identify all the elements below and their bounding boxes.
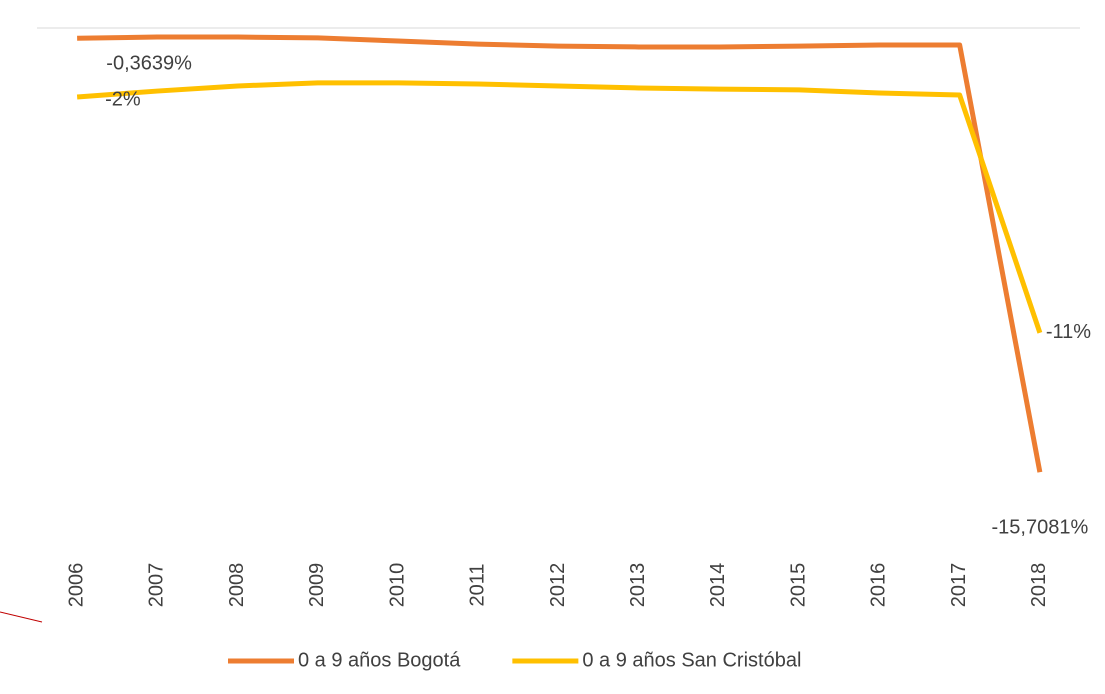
x-tick-label: 2007 bbox=[146, 563, 168, 608]
x-tick-label: 2017 bbox=[948, 563, 970, 608]
legend-label: 0 a 9 años San Cristóbal bbox=[582, 649, 801, 671]
x-tick-label: 2013 bbox=[627, 563, 649, 608]
x-tick-label: 2011 bbox=[467, 563, 489, 606]
x-tick-label: 2018 bbox=[1028, 563, 1050, 608]
x-tick-label: 2008 bbox=[226, 563, 248, 608]
x-tick-label: 2012 bbox=[547, 563, 569, 608]
series-line bbox=[77, 34, 1043, 473]
x-tick-label: 2015 bbox=[787, 563, 809, 608]
series-line bbox=[76, 80, 1043, 334]
data-label: -11% bbox=[1046, 321, 1091, 343]
x-tick-label: 2010 bbox=[386, 563, 408, 608]
x-tick-label: 2014 bbox=[707, 563, 729, 608]
x-tick-label: 2006 bbox=[65, 563, 87, 608]
data-label: -2% bbox=[105, 88, 141, 110]
legend-label: 0 a 9 años Bogotá bbox=[298, 649, 461, 671]
x-tick-label: 2009 bbox=[306, 563, 328, 608]
data-label: -15,7081% bbox=[992, 516, 1089, 538]
decoration-line bbox=[0, 611, 43, 623]
x-tick-label: 2016 bbox=[868, 563, 890, 608]
data-label: -0,3639% bbox=[106, 53, 192, 75]
